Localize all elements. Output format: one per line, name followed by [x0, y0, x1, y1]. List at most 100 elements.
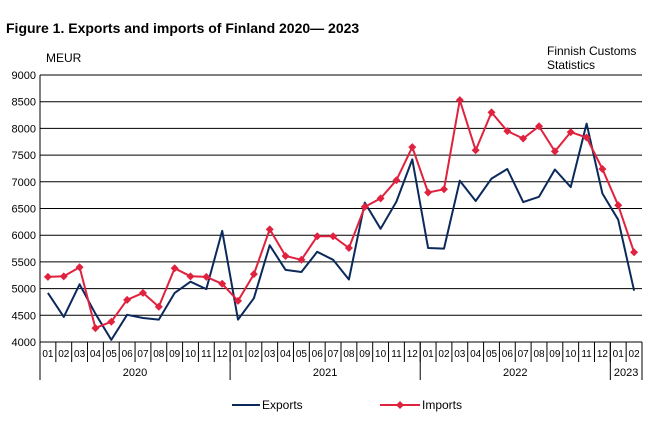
data-point [630, 248, 639, 257]
data-point [535, 122, 544, 131]
x-tick-label: 03 [264, 349, 276, 360]
legend-label: Exports [262, 398, 303, 412]
y-tick-label: 5000 [12, 284, 36, 296]
data-point [392, 176, 401, 185]
x-tick-label: 12 [597, 349, 609, 360]
x-tick-label: 10 [565, 349, 577, 360]
y-tick-label: 7500 [12, 150, 36, 162]
data-point [550, 147, 559, 156]
series-exports [47, 122, 636, 341]
x-tick-label: 02 [629, 349, 641, 360]
x-tick-label: 02 [58, 349, 70, 360]
x-tick-label: 09 [169, 349, 181, 360]
data-point [582, 133, 591, 142]
x-tick-label: 11 [201, 349, 212, 360]
x-tick-label: 10 [375, 349, 387, 360]
data-point [249, 270, 258, 279]
data-point [43, 272, 52, 281]
data-point [234, 296, 243, 305]
legend: Exports Imports [232, 398, 462, 412]
data-point [107, 317, 116, 326]
x-tick-label: 04 [90, 349, 102, 360]
gridlines [40, 74, 642, 343]
year-label: 2020 [123, 367, 147, 379]
x-tick-label: 07 [328, 349, 340, 360]
year-label: 2021 [313, 367, 337, 379]
x-tick-label: 01 [42, 349, 54, 360]
y-tick-label: 8500 [12, 97, 36, 109]
x-tick-label: 05 [486, 349, 498, 360]
x-tick-labels: 01 02 03 04 05 06 07 08 09 10 11 12 01 02 03 04 05 06 07 08… [42, 342, 643, 362]
data-point [424, 188, 433, 197]
x-tick-label: 05 [296, 349, 308, 360]
y-tick-label: 5500 [12, 257, 36, 269]
x-tick-label: 08 [153, 349, 165, 360]
data-point [344, 244, 353, 253]
series-lines [43, 96, 639, 341]
x-tick-label: 07 [137, 349, 149, 360]
source-line: Finnish Customs [547, 44, 636, 58]
data-point [455, 96, 464, 105]
x-tick-label: 12 [217, 349, 229, 360]
series-imports [43, 96, 639, 333]
y-tick-labels: 4000 4500 5000 5500 6000 6500 7000 7500 8000 8500… [12, 70, 36, 349]
x-tick-label: 10 [185, 349, 197, 360]
x-tick-label: 02 [248, 349, 260, 360]
legend-item-imports: Imports [380, 398, 462, 412]
data-point [154, 302, 163, 311]
x-tick-label: 09 [549, 349, 561, 360]
data-point [186, 272, 195, 281]
x-tick-label: 01 [613, 349, 625, 360]
x-tick-label: 08 [533, 349, 545, 360]
data-point [281, 252, 290, 261]
data-point [360, 202, 369, 211]
y-tick-label: 6500 [12, 204, 36, 216]
source-note: Finnish Customs Statistics [547, 44, 636, 72]
y-tick-label: 6000 [12, 230, 36, 242]
x-tick-label: 08 [343, 349, 355, 360]
x-tick-label: 11 [581, 349, 592, 360]
x-tick-label: 06 [312, 349, 324, 360]
x-tick-label: 09 [359, 349, 371, 360]
x-tick-label: 04 [280, 349, 292, 360]
data-point [218, 279, 227, 288]
data-point [297, 255, 306, 264]
x-tick-label: 06 [122, 349, 134, 360]
data-point [202, 272, 211, 281]
x-tick-label: 03 [74, 349, 86, 360]
year-labels: 2020 2021 2022 2023 [39, 342, 643, 380]
chart-title: Figure 1. Exports and imports of Finland… [6, 20, 359, 36]
data-point [123, 295, 132, 304]
x-tick-label: 05 [106, 349, 118, 360]
x-tick-label: 03 [454, 349, 466, 360]
year-label: 2022 [503, 367, 527, 379]
data-point [265, 225, 274, 234]
data-point [487, 108, 496, 117]
y-tick-label: 4000 [12, 337, 36, 349]
x-tick-label: 01 [423, 349, 435, 360]
data-point [329, 232, 338, 241]
legend-marker [396, 401, 404, 409]
data-point [519, 134, 528, 143]
data-point [439, 185, 448, 194]
year-label: 2023 [614, 367, 638, 379]
source-line: Statistics [547, 58, 595, 72]
x-tick-label: 12 [407, 349, 419, 360]
series-line-exports [47, 122, 636, 341]
y-tick-label: 9000 [12, 70, 36, 82]
data-point [408, 143, 417, 152]
data-point [138, 288, 147, 297]
data-point [503, 127, 512, 136]
y-axis-label: MEUR [46, 51, 82, 65]
series-line-imports [47, 99, 636, 330]
y-tick-label: 4500 [12, 310, 36, 322]
x-tick-label: 02 [438, 349, 450, 360]
y-tick-label: 8000 [12, 123, 36, 135]
data-point [598, 164, 607, 173]
data-point [59, 272, 68, 281]
x-tick-label: 11 [391, 349, 402, 360]
legend-item-exports: Exports [232, 398, 303, 412]
data-point [91, 324, 100, 333]
data-point [566, 128, 575, 137]
